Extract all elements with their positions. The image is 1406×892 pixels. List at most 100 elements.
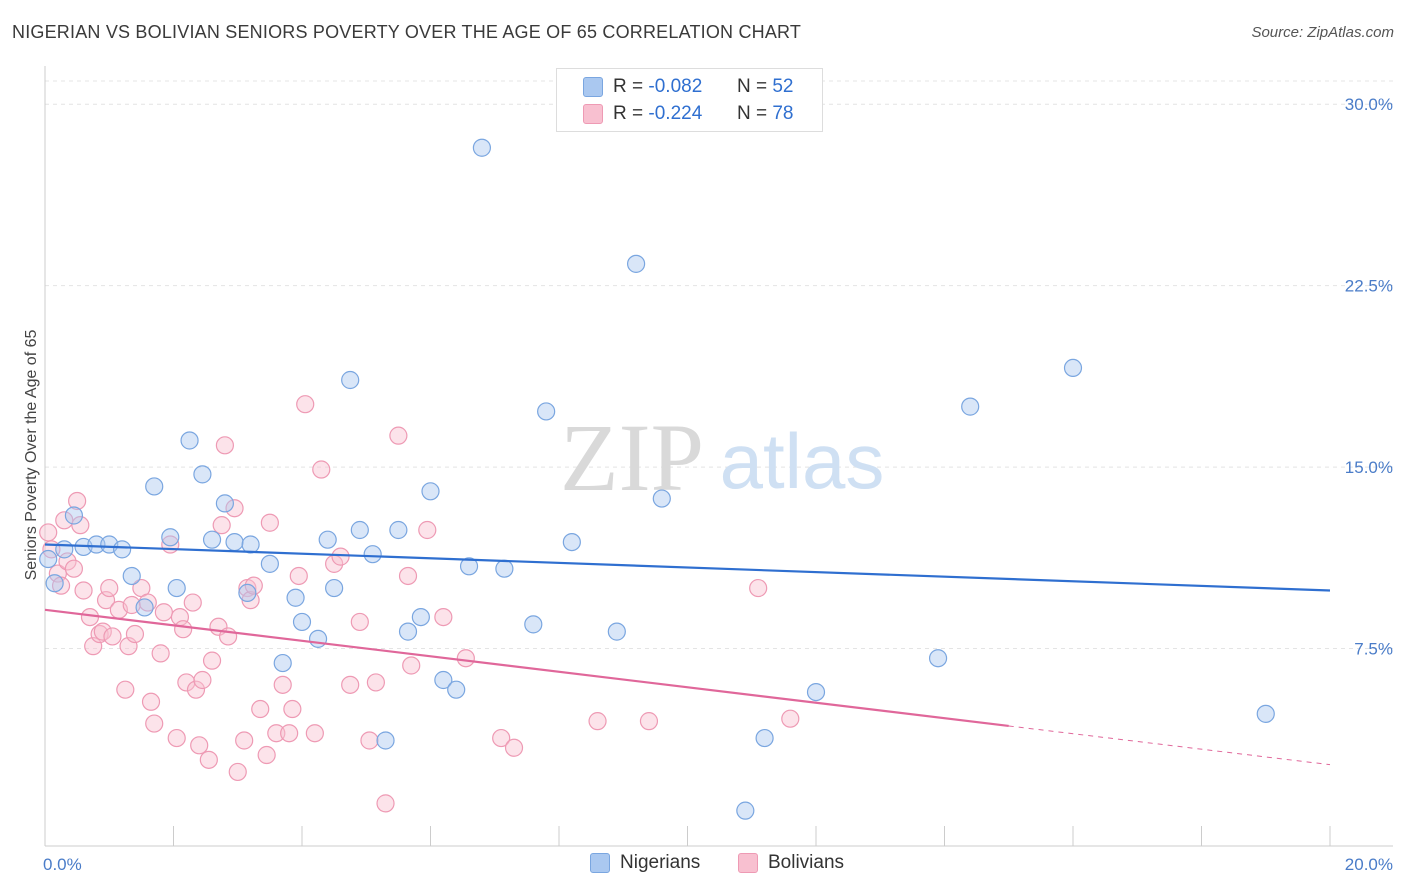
y-tick-label: 15.0% [1345,458,1393,477]
bolivians-point [235,731,254,750]
bolivians-point [193,670,212,690]
nigerians-point [193,465,212,484]
nigerians-point [45,574,64,593]
nigerians-point [1256,704,1275,723]
nigerians-point [135,598,154,617]
bolivians-point [273,675,292,694]
bolivians-point [151,644,170,663]
bolivians-point [296,395,315,414]
n-label: N = [736,76,768,97]
legend-label-nigerians: Nigerians [620,852,701,873]
bolivians-point [71,516,90,535]
bolivians-point [183,593,202,612]
bolivians-r-value: -0.224 [648,103,703,124]
axes [44,66,1393,847]
nigerians-trend-line [44,543,1331,592]
nigerians-point [652,489,671,508]
nigerians-point [928,649,948,668]
nigerians-point [241,535,260,554]
bolivians-point [360,731,379,750]
bolivians-point [64,559,84,578]
bolivians-point [434,607,453,627]
nigerians-point [459,557,479,576]
nigerians-point [308,629,328,648]
nigerians-point [398,622,418,641]
bolivians-point [504,738,524,757]
bolivians-point [260,513,279,532]
legend-label-bolivians: Bolivians [768,852,845,873]
bolivians-point [376,794,395,813]
bolivians-point [283,699,302,719]
bolivians-swatch [738,853,758,873]
bolivians-point [350,612,369,632]
bolivians-point [100,578,119,598]
bolivians-point [312,460,331,479]
nigerians-point [161,528,180,547]
bolivians-point [456,649,475,668]
bolivians-point [331,547,350,566]
bolivians-point [244,576,263,595]
bolivians-point [418,520,437,540]
nigerians-point [215,494,234,513]
legend-row-nigerians: R = -0.082 N = 52 [557,73,793,101]
bolivians-point [145,714,164,733]
nigerians-point [238,583,257,603]
nigerians-point [350,520,369,540]
nigerians-n-value: 52 [772,76,794,97]
legend-item-nigerians: Nigerians [590,852,700,874]
nigerians-point [434,670,453,690]
bolivians-point [639,712,659,731]
gridlines [45,80,1393,650]
bolivians-point [341,675,360,694]
nigerians-point [39,549,58,569]
nigerians-swatch [590,853,610,873]
bolivians-point [199,750,218,769]
bolivians-point [492,728,511,748]
nigerians-point [273,653,292,673]
nigerians-point [376,731,395,750]
nigerians-point [341,370,360,390]
bolivians-point [257,745,276,765]
bolivians-point [402,656,421,675]
nigerians-point [389,520,408,540]
bolivians-point [225,499,244,518]
watermark-zip: ZIP [560,404,704,511]
nigerians-points [39,138,1275,820]
nigerians-point [755,728,774,748]
n-label: N = [736,103,768,124]
bolivians-point [366,673,385,692]
nigerians-point [562,532,581,552]
bolivians-point [280,724,299,743]
nigerians-point [1063,358,1083,378]
chart-title: NIGERIAN VS BOLIVIAN SENIORS POVERTY OVE… [12,22,802,42]
nigerians-point [524,615,543,634]
bolivians-point [167,728,186,748]
bolivians-point [39,523,58,542]
nigerians-point [64,506,84,525]
x-axis-min-label: 0.0% [43,855,82,874]
r-label: R = [613,103,644,124]
nigerians-point [421,482,440,501]
bolivians-point [174,620,193,639]
bolivians-points [39,395,800,813]
nigerians-point [87,535,106,554]
bolivians-point [125,624,145,644]
bolivians-point [103,627,122,646]
nigerians-point [167,578,186,598]
y-tick-label: 22.5% [1345,277,1393,296]
nigerians-point [122,566,141,586]
bolivians-trend-extension [1008,725,1331,766]
watermark-atlas: atlas [720,417,885,505]
nigerians-point [286,588,305,607]
bolivians-point [141,692,161,711]
bolivians-point [781,709,800,728]
bolivians-point [80,607,100,627]
nigerians-swatch [583,77,603,97]
y-axis-label: Seniors Poverty Over the Age of 65 [23,330,40,581]
nigerians-point [626,254,646,273]
y-tick-label: 30.0% [1345,95,1393,114]
legend-item-bolivians: Bolivians [738,852,844,874]
bolivians-point [215,436,234,455]
bolivians-point [186,680,206,699]
